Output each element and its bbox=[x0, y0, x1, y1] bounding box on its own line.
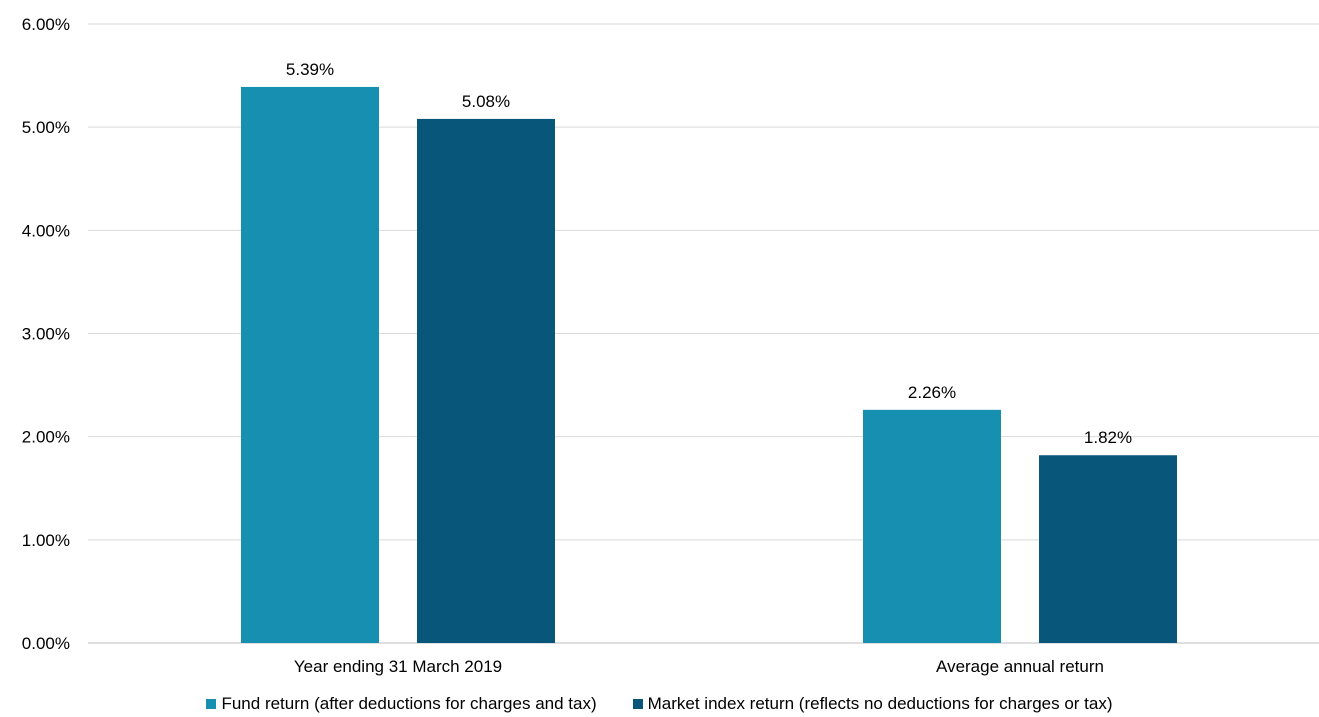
data-label-series-1-category-0: 5.08% bbox=[462, 92, 510, 111]
data-label-series-1-category-1: 1.82% bbox=[1084, 428, 1132, 447]
x-axis-tick-labels: Year ending 31 March 2019 Average annual … bbox=[294, 657, 1104, 676]
bar-series-0-category-1 bbox=[863, 409, 1001, 643]
y-tick-label: 3.00% bbox=[22, 325, 70, 344]
legend: Fund return (after deductions for charge… bbox=[0, 693, 1319, 715]
bar-chart: 0.00% 1.00% 2.00% 3.00% 4.00% 5.00% 6.00% 5.39… bbox=[22, 15, 1319, 676]
bars bbox=[241, 86, 1177, 644]
y-tick-label: 1.00% bbox=[22, 531, 70, 550]
bar-series-0-category-0 bbox=[241, 86, 379, 644]
data-labels: 5.39% 5.08% 2.26% 1.82% bbox=[286, 60, 1132, 447]
bar-series-1-category-1 bbox=[1039, 455, 1177, 643]
legend-item-fund-return: Fund return (after deductions for charge… bbox=[206, 694, 597, 714]
y-tick-label: 2.00% bbox=[22, 428, 70, 447]
y-tick-label: 4.00% bbox=[22, 221, 70, 240]
data-label-series-0-category-1: 2.26% bbox=[908, 383, 956, 402]
y-tick-label: 6.00% bbox=[22, 15, 70, 34]
data-label-series-0-category-0: 5.39% bbox=[286, 60, 334, 79]
y-tick-label: 5.00% bbox=[22, 118, 70, 137]
y-tick-label: 0.00% bbox=[22, 634, 70, 653]
x-tick-label: Average annual return bbox=[936, 657, 1104, 676]
legend-label-market-index-return: Market index return (reflects no deducti… bbox=[647, 694, 1113, 713]
bar-series-1-category-0 bbox=[417, 118, 555, 643]
legend-label-fund-return: Fund return (after deductions for charge… bbox=[221, 694, 597, 713]
x-tick-label: Year ending 31 March 2019 bbox=[294, 657, 502, 676]
legend-item-market-index-return: Market index return (reflects no deducti… bbox=[632, 694, 1113, 714]
y-axis-tick-labels: 0.00% 1.00% 2.00% 3.00% 4.00% 5.00% 6.00% bbox=[22, 15, 70, 653]
legend-swatch-fund-return bbox=[206, 699, 217, 709]
legend-swatch-market-index-return bbox=[632, 699, 643, 709]
